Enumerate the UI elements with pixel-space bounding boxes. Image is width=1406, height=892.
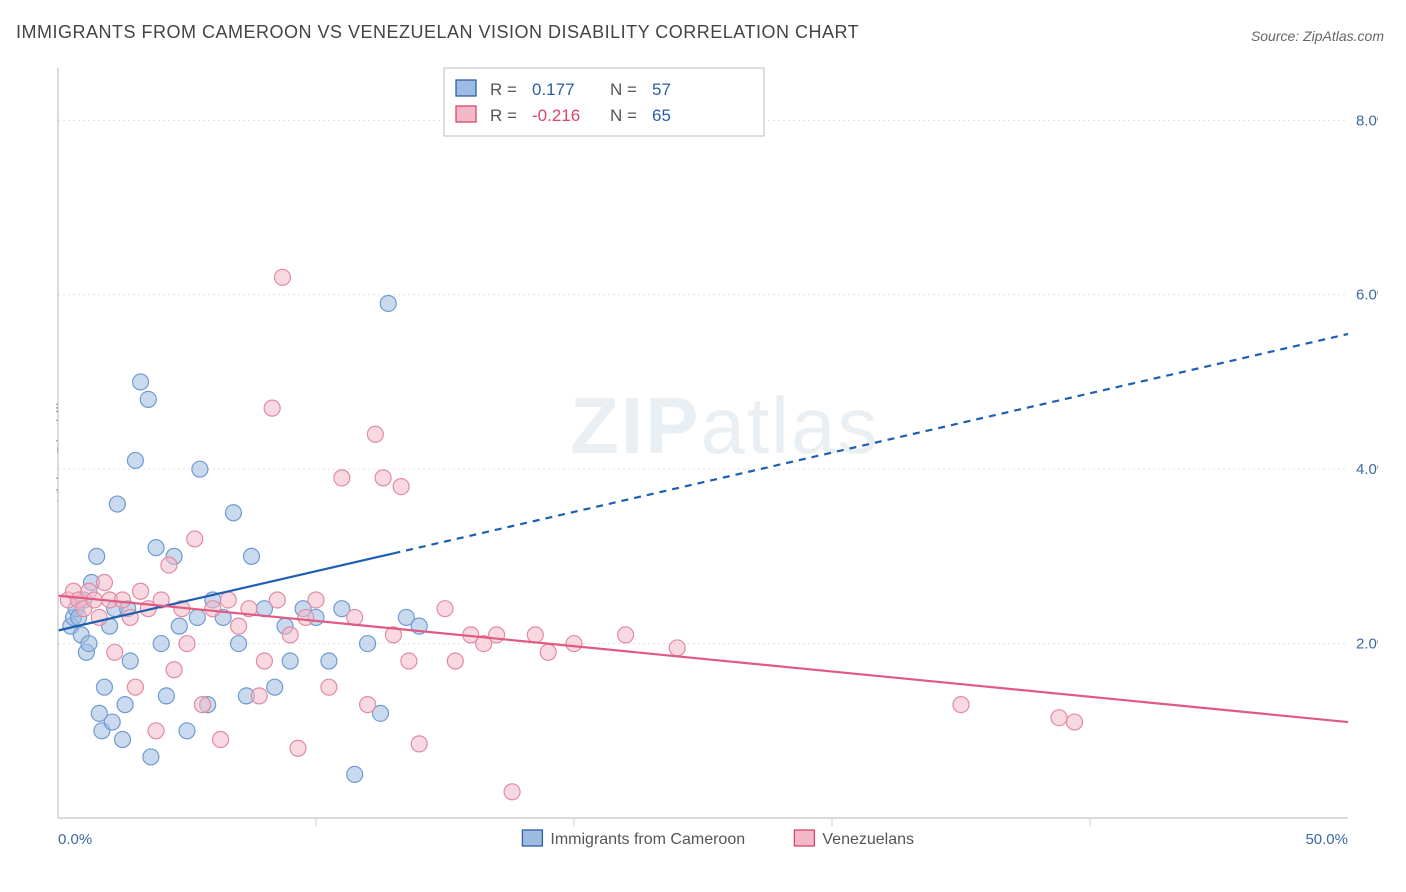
svg-text:57: 57 [652,80,671,99]
svg-text:2.0%: 2.0% [1356,636,1378,653]
chart-title: IMMIGRANTS FROM CAMEROON VS VENEZUELAN V… [16,22,859,43]
svg-text:-0.216: -0.216 [532,106,580,125]
svg-text:N =: N = [610,80,637,99]
svg-text:Immigrants from Cameroon: Immigrants from Cameroon [550,831,745,848]
svg-text:50.0%: 50.0% [1305,831,1348,848]
svg-text:Venezuelans: Venezuelans [822,831,914,848]
correlation-chart: 2.0% 4.0% 6.0% 8.0% 0.0% 50.0% R = 0.177 N = 57 R … [48,58,1378,858]
svg-text:4.0%: 4.0% [1356,461,1378,478]
svg-text:0.177: 0.177 [532,80,575,99]
svg-text:0.0%: 0.0% [58,831,92,848]
svg-text:65: 65 [652,106,671,125]
svg-text:8.0%: 8.0% [1356,112,1378,129]
svg-text:N =: N = [610,106,637,125]
svg-text:6.0%: 6.0% [1356,287,1378,304]
svg-text:R =: R = [490,80,517,99]
svg-text:R =: R = [490,106,517,125]
source-attribution: Source: ZipAtlas.com [1251,28,1384,44]
